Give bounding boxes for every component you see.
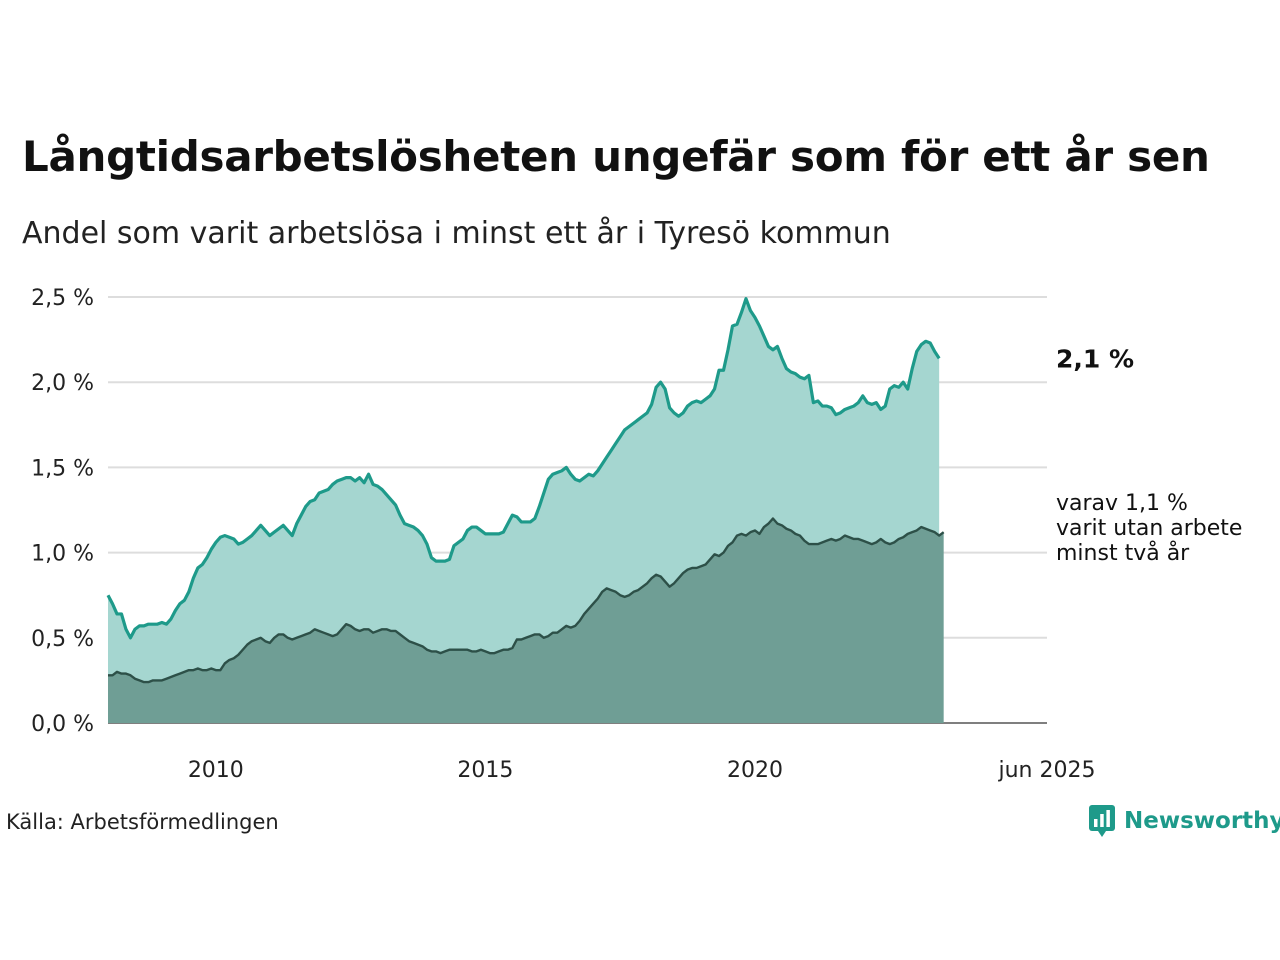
end-label-sub-line: varav 1,1 %: [1056, 491, 1188, 516]
y-tick-label: 2,0 %: [31, 371, 94, 396]
brand-logo[interactable]: Newsworthy: [1088, 804, 1280, 838]
x-tick-label: jun 2025: [998, 758, 1096, 783]
plot-areas: [108, 298, 944, 723]
plot-lines: [106, 297, 945, 684]
chart-title: Långtidsarbetslösheten ungefär som för e…: [22, 132, 1210, 181]
end-label-sub-line: varit utan arbete: [1056, 516, 1242, 541]
x-axis-ticks: 2010 2015 2020 jun 2025: [188, 758, 1096, 783]
y-tick-label: 2,5 %: [31, 286, 94, 311]
y-tick-label: 0,0 %: [31, 712, 94, 737]
area-sub: [108, 518, 944, 723]
end-label-main: 2,1 %: [1056, 344, 1134, 373]
line-sub: [108, 517, 945, 684]
x-tick-label: 2010: [188, 758, 244, 783]
brand-name: Newsworthy: [1124, 808, 1280, 834]
source-note: Källa: Arbetsförmedlingen: [6, 810, 279, 834]
y-tick-label: 1,5 %: [31, 456, 94, 481]
line-main: [106, 297, 941, 640]
x-tick-label: 2020: [727, 758, 783, 783]
end-label-sub-line: minst två år: [1056, 540, 1190, 566]
x-tick-label: 2015: [457, 758, 513, 783]
newsworthy-logo-icon: [1089, 805, 1115, 837]
y-axis-ticks: 0,0 % 0,5 % 1,0 % 1,5 % 2,0 % 2,5 %: [31, 286, 94, 737]
chart-subtitle: Andel som varit arbetslösa i minst ett å…: [22, 216, 891, 251]
y-tick-label: 0,5 %: [31, 627, 94, 652]
y-tick-label: 1,0 %: [31, 542, 94, 567]
